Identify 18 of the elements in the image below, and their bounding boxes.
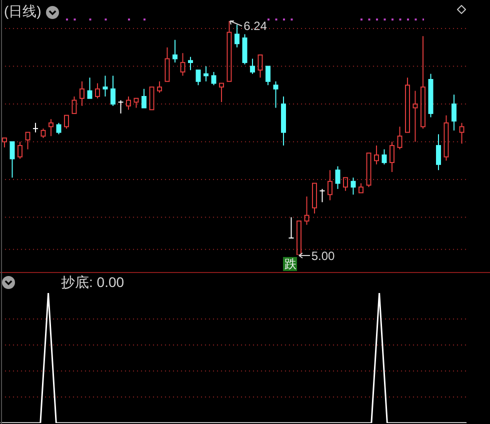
- chart-title: (日线): [4, 3, 42, 21]
- candlestick: [452, 94, 456, 131]
- candlestick: [172, 39, 178, 64]
- candlestick: [374, 145, 379, 165]
- candlestick: [102, 75, 108, 97]
- candlestick: [304, 196, 310, 226]
- annotation: 6.24: [244, 19, 267, 33]
- candlestick: [328, 170, 332, 201]
- chart-title: 抄底: 0.00: [61, 274, 124, 290]
- candlestick: [48, 118, 54, 137]
- candlestick: [281, 96, 286, 146]
- candlestick: [204, 66, 208, 82]
- candlestick: [80, 80, 84, 106]
- candlestick: [350, 177, 356, 196]
- candlestick: [412, 90, 418, 142]
- text: 跌: [283, 257, 298, 271]
- candlestick: [234, 24, 240, 48]
- annotation: 5.00: [311, 249, 335, 263]
